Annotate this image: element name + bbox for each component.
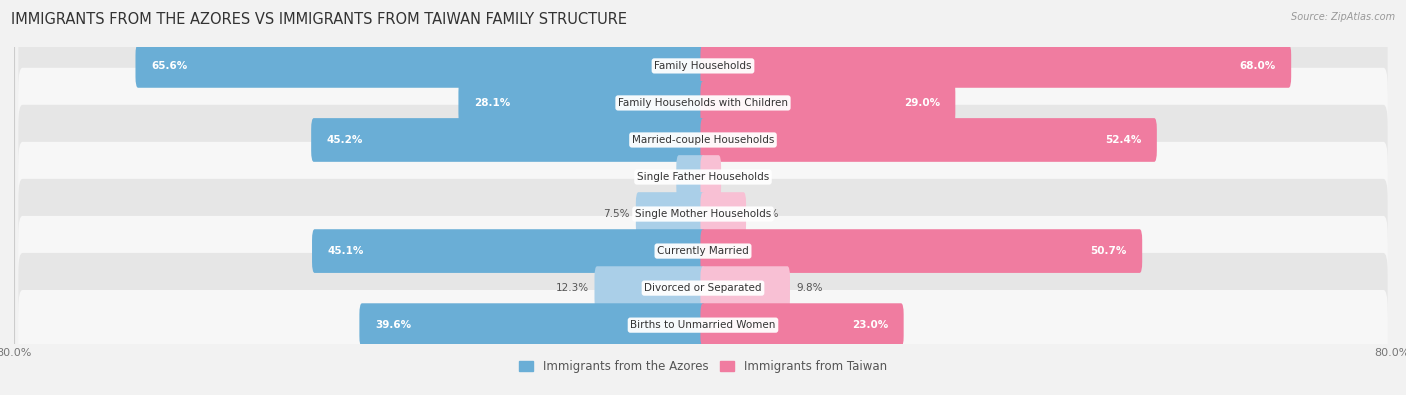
FancyBboxPatch shape bbox=[700, 303, 904, 347]
FancyBboxPatch shape bbox=[700, 155, 721, 199]
Text: 28.1%: 28.1% bbox=[474, 98, 510, 108]
Text: Currently Married: Currently Married bbox=[657, 246, 749, 256]
Text: 9.8%: 9.8% bbox=[796, 283, 823, 293]
FancyBboxPatch shape bbox=[636, 192, 706, 236]
FancyBboxPatch shape bbox=[18, 142, 1388, 212]
Text: 39.6%: 39.6% bbox=[375, 320, 411, 330]
FancyBboxPatch shape bbox=[311, 118, 706, 162]
Text: 68.0%: 68.0% bbox=[1240, 61, 1275, 71]
FancyBboxPatch shape bbox=[458, 81, 706, 125]
Text: 52.4%: 52.4% bbox=[1105, 135, 1142, 145]
FancyBboxPatch shape bbox=[312, 229, 706, 273]
Text: 2.8%: 2.8% bbox=[644, 172, 671, 182]
FancyBboxPatch shape bbox=[18, 253, 1388, 323]
FancyBboxPatch shape bbox=[700, 118, 1157, 162]
FancyBboxPatch shape bbox=[360, 303, 706, 347]
FancyBboxPatch shape bbox=[18, 216, 1388, 286]
Text: Single Mother Households: Single Mother Households bbox=[636, 209, 770, 219]
Text: 12.3%: 12.3% bbox=[555, 283, 589, 293]
Legend: Immigrants from the Azores, Immigrants from Taiwan: Immigrants from the Azores, Immigrants f… bbox=[519, 360, 887, 373]
FancyBboxPatch shape bbox=[18, 179, 1388, 249]
Text: 23.0%: 23.0% bbox=[852, 320, 889, 330]
FancyBboxPatch shape bbox=[700, 192, 747, 236]
FancyBboxPatch shape bbox=[18, 31, 1388, 101]
Text: 50.7%: 50.7% bbox=[1090, 246, 1126, 256]
Text: 1.8%: 1.8% bbox=[727, 172, 754, 182]
Text: Births to Unmarried Women: Births to Unmarried Women bbox=[630, 320, 776, 330]
FancyBboxPatch shape bbox=[18, 68, 1388, 138]
FancyBboxPatch shape bbox=[700, 44, 1291, 88]
Text: Family Households: Family Households bbox=[654, 61, 752, 71]
FancyBboxPatch shape bbox=[700, 266, 790, 310]
Text: Family Households with Children: Family Households with Children bbox=[619, 98, 787, 108]
FancyBboxPatch shape bbox=[135, 44, 706, 88]
Text: Married-couple Households: Married-couple Households bbox=[631, 135, 775, 145]
Text: IMMIGRANTS FROM THE AZORES VS IMMIGRANTS FROM TAIWAN FAMILY STRUCTURE: IMMIGRANTS FROM THE AZORES VS IMMIGRANTS… bbox=[11, 12, 627, 27]
Text: Divorced or Separated: Divorced or Separated bbox=[644, 283, 762, 293]
Text: 29.0%: 29.0% bbox=[904, 98, 939, 108]
Text: 45.1%: 45.1% bbox=[328, 246, 364, 256]
FancyBboxPatch shape bbox=[676, 155, 706, 199]
Text: Single Father Households: Single Father Households bbox=[637, 172, 769, 182]
Text: 7.5%: 7.5% bbox=[603, 209, 630, 219]
FancyBboxPatch shape bbox=[700, 81, 955, 125]
Text: 4.7%: 4.7% bbox=[752, 209, 779, 219]
FancyBboxPatch shape bbox=[700, 229, 1142, 273]
Text: 45.2%: 45.2% bbox=[326, 135, 363, 145]
FancyBboxPatch shape bbox=[18, 290, 1388, 360]
Text: Source: ZipAtlas.com: Source: ZipAtlas.com bbox=[1291, 12, 1395, 22]
FancyBboxPatch shape bbox=[595, 266, 706, 310]
Text: 65.6%: 65.6% bbox=[150, 61, 187, 71]
FancyBboxPatch shape bbox=[18, 105, 1388, 175]
